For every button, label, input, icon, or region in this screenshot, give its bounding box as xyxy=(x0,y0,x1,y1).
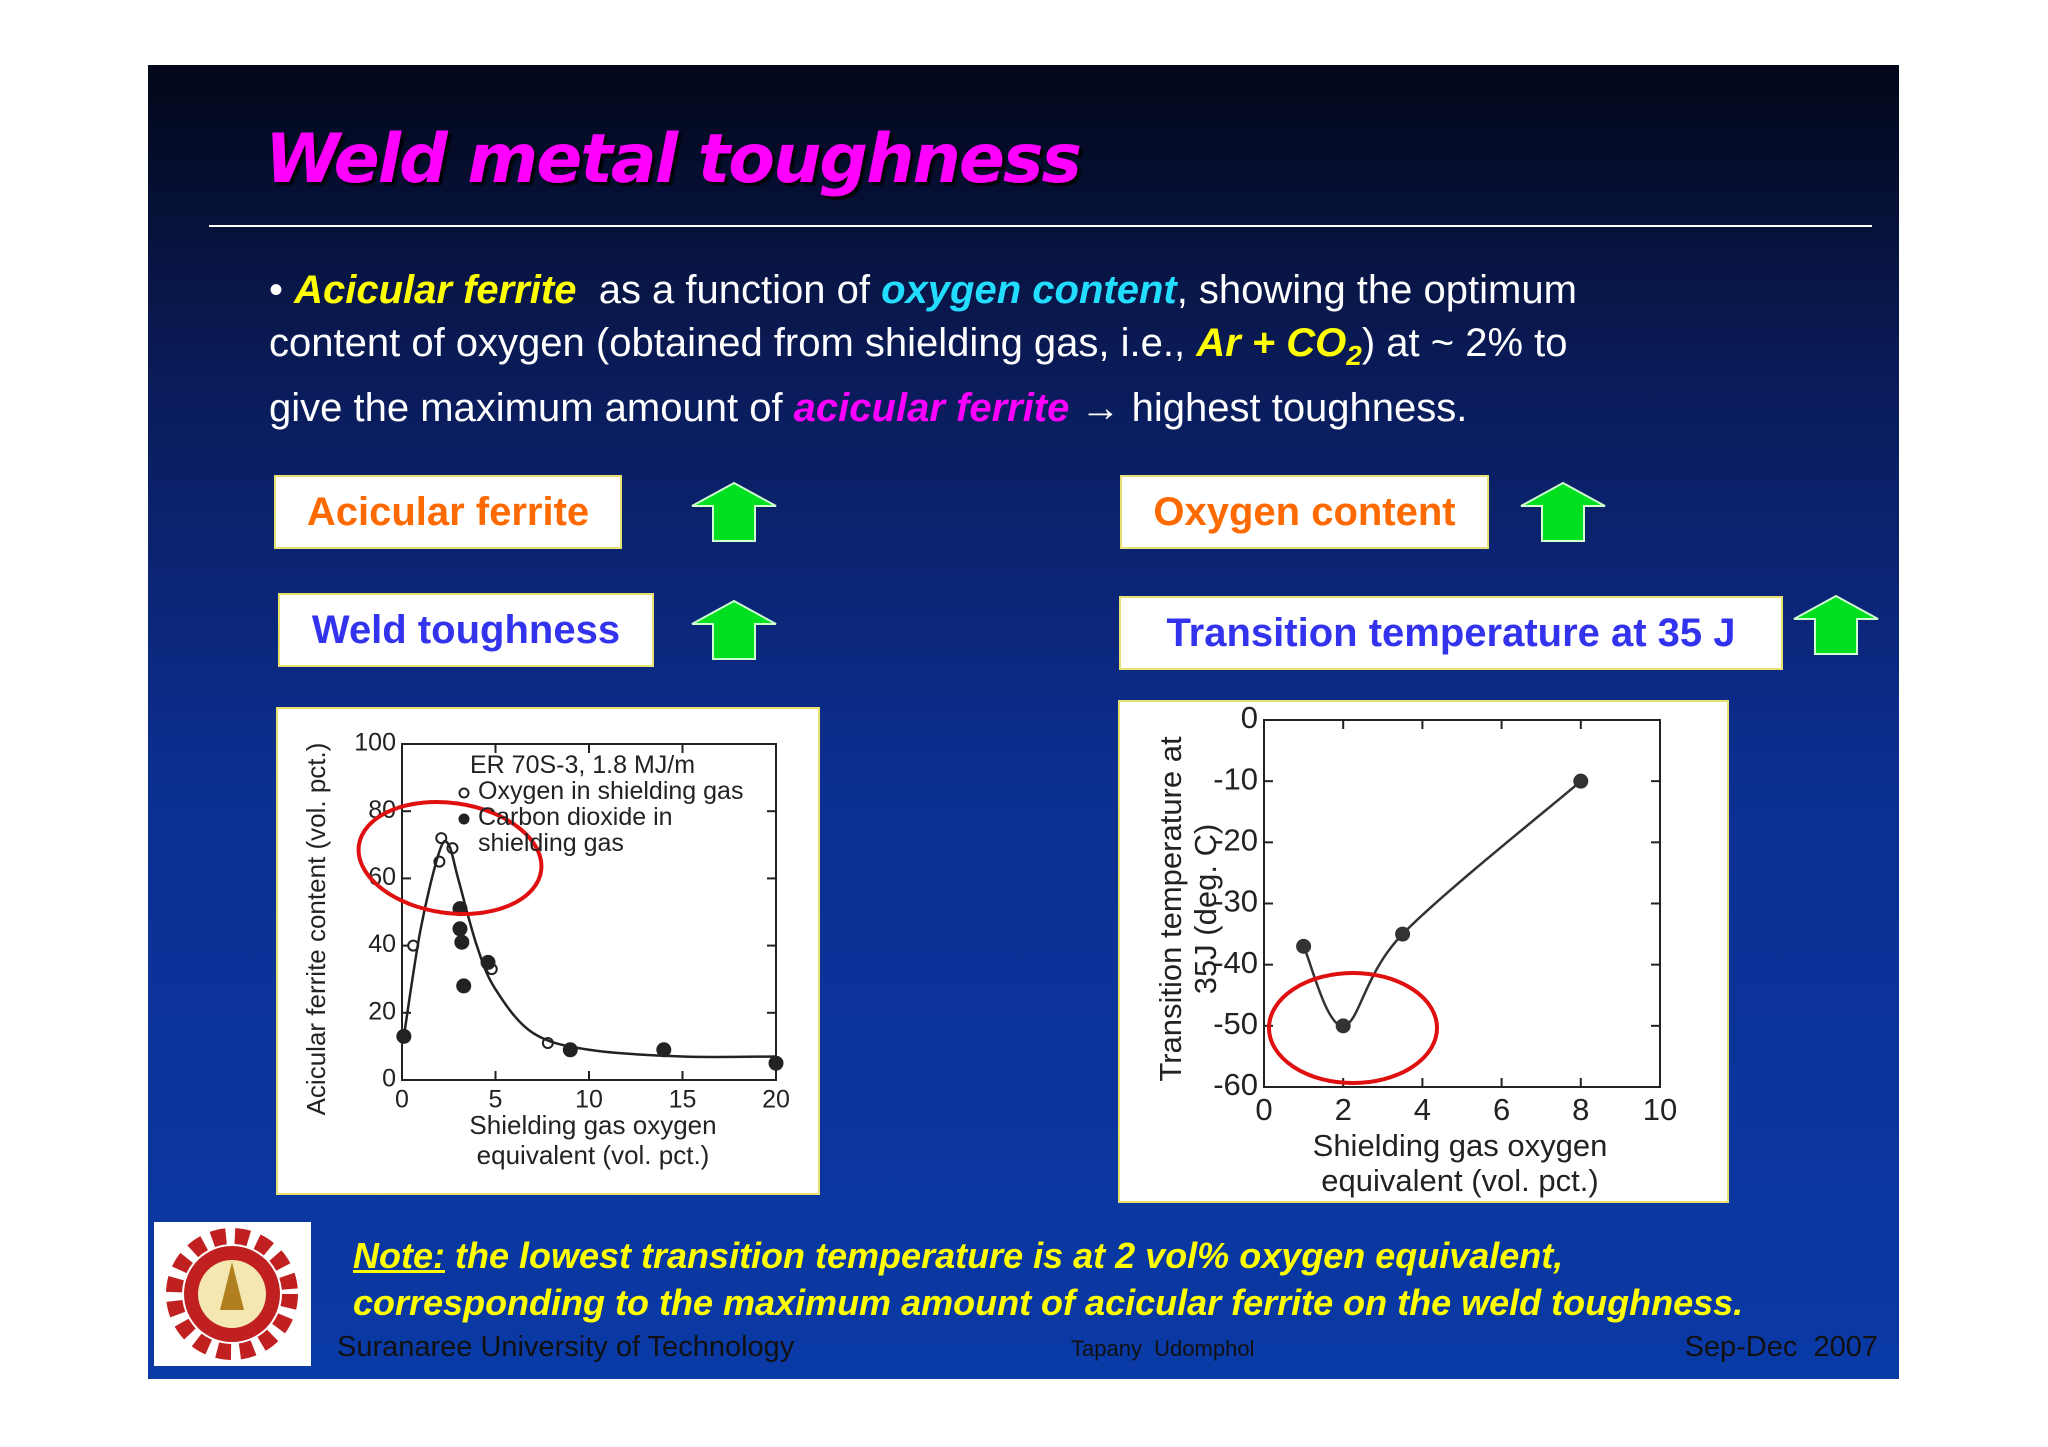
arrow-up xyxy=(691,481,1879,660)
annotation: ER 70S-3, 1.8 MJ/m xyxy=(470,751,696,779)
text: content of oxygen (obtained from shieldi… xyxy=(269,321,1197,365)
curve xyxy=(402,839,777,1059)
x-tick-label: 8 xyxy=(1572,1092,1589,1127)
label-box: Acicular ferrite xyxy=(274,475,622,549)
y-tick-label: 40 xyxy=(368,930,396,958)
x-tick-label: 10 xyxy=(575,1086,603,1114)
term: Ar + CO xyxy=(1196,321,1347,365)
footer-center: Tapany Udomphol xyxy=(1071,1336,1255,1361)
subscript: 2 xyxy=(1346,340,1362,371)
point xyxy=(1335,1018,1351,1034)
x-tick-label: 10 xyxy=(1643,1092,1677,1127)
x-tick-label: 0 xyxy=(395,1086,409,1114)
legend-marker xyxy=(458,813,470,825)
text: , showing the optimum xyxy=(1176,268,1577,312)
x-tick-label: 6 xyxy=(1493,1092,1510,1127)
footer-left: Suranaree University of Technology xyxy=(337,1331,795,1363)
note-lead: Note: xyxy=(353,1235,445,1276)
curve xyxy=(1302,780,1582,1028)
point xyxy=(452,921,468,937)
highlight-ellipse xyxy=(356,800,544,916)
slide-title: Weld metal toughness xyxy=(265,120,1082,199)
x-tick-label: 0 xyxy=(1255,1092,1272,1127)
label-box: Weld toughness xyxy=(278,593,654,667)
text: → highest toughness. xyxy=(1069,386,1468,430)
text: give the maximum amount of xyxy=(269,386,794,430)
y-tick-label: -10 xyxy=(1213,761,1258,796)
x-tick-label: 4 xyxy=(1414,1092,1431,1127)
note-line: the lowest transition temperature is at … xyxy=(445,1235,1564,1276)
legend-label: Carbon dioxide in shielding gas xyxy=(478,803,673,857)
note-line: corresponding to the maximum amount of a… xyxy=(353,1282,1744,1323)
point xyxy=(768,1055,784,1071)
text: as a function of xyxy=(576,268,882,312)
y-tick-label: -50 xyxy=(1213,1006,1258,1041)
point xyxy=(456,978,472,994)
legend-label: Oxygen in shielding gas xyxy=(478,777,744,805)
logo xyxy=(154,1222,311,1366)
point xyxy=(454,934,470,950)
point xyxy=(1573,773,1589,789)
label-box: Oxygen content xyxy=(1120,475,1489,549)
note: Note: the lowest transition temperature … xyxy=(353,1232,1743,1326)
term: oxygen content xyxy=(881,268,1177,312)
y-tick-label: 0 xyxy=(382,1065,396,1093)
y-tick-label: -60 xyxy=(1213,1067,1258,1102)
bullet-text: • Acicular ferrite as a function of oxyg… xyxy=(269,268,1577,430)
y-axis-label: Transition temperature at 35J (deg. C) xyxy=(1153,736,1223,1082)
chart-panel xyxy=(276,707,820,1195)
x-tick-label: 20 xyxy=(762,1086,790,1114)
x-axis-label: Shielding gas oxygen equivalent (vol. pc… xyxy=(1312,1128,1608,1198)
x-tick-label: 15 xyxy=(669,1086,697,1114)
text: ) at ~ 2% to xyxy=(1361,321,1568,365)
y-tick-label: 100 xyxy=(354,729,396,757)
title-rule xyxy=(209,225,1872,227)
label-box: Transition temperature at 35 J xyxy=(1119,596,1783,670)
y-tick-label: -30 xyxy=(1213,884,1258,919)
point xyxy=(1296,938,1312,954)
y-axis-label: Acicular ferrite content (vol. pct.) xyxy=(301,742,331,1116)
x-axis-label: Shielding gas oxygen equivalent (vol. pc… xyxy=(469,1110,717,1170)
legend-marker xyxy=(458,787,470,799)
y-tick-label: -40 xyxy=(1213,945,1258,980)
y-tick-label: -20 xyxy=(1213,823,1258,858)
term: acicular ferrite xyxy=(793,386,1070,430)
term: Acicular ferrite xyxy=(294,268,577,312)
x-tick-label: 2 xyxy=(1335,1092,1352,1127)
y-tick-label: 20 xyxy=(368,997,396,1025)
x-tick-label: 5 xyxy=(489,1086,503,1114)
point xyxy=(1395,926,1411,942)
chart-panel xyxy=(1118,700,1729,1203)
highlight-ellipse xyxy=(1267,971,1439,1085)
footer-right: Sep-Dec 2007 xyxy=(1684,1331,1878,1363)
y-tick-label: 60 xyxy=(368,863,396,891)
y-tick-label: 0 xyxy=(1241,700,1258,735)
